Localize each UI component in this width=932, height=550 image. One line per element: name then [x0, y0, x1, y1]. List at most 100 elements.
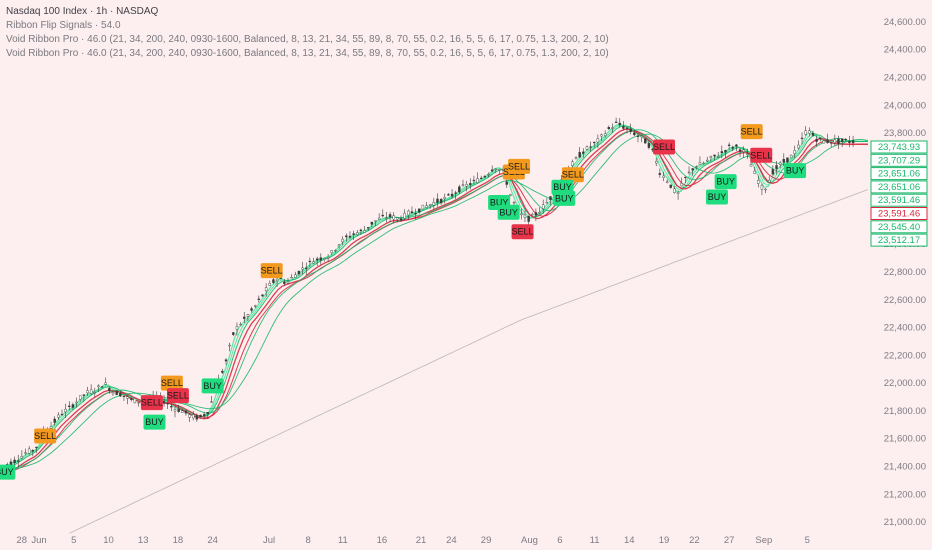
sell-signal[interactable]: SELL [161, 375, 183, 391]
price-tag: 23,545.40 [870, 220, 928, 234]
candle-body [443, 197, 446, 199]
sell-signal[interactable]: SELL [562, 167, 584, 183]
candle-body [210, 401, 213, 403]
candle-body [257, 298, 261, 300]
candle-body [458, 186, 461, 193]
candle-body [523, 214, 527, 218]
symbol-title[interactable]: Nasdaq 100 Index · 1h · NASDAQ [6, 6, 159, 17]
signal-box [508, 158, 531, 174]
candle-body [421, 204, 425, 210]
indicator-ribbon-flip-signals[interactable]: Ribbon Flip Signals · 54.0 [6, 20, 121, 31]
candle-body [418, 208, 421, 213]
price-tag-value: 23,707.29 [878, 155, 920, 166]
candle-body [68, 405, 71, 407]
price-tag-box [870, 140, 928, 154]
ribbon-bands [0, 123, 869, 475]
price-tag: 23,743.93 [870, 140, 928, 154]
candle-body [706, 159, 709, 162]
buy-signal[interactable]: BUY [0, 464, 16, 480]
candle-body [82, 394, 86, 396]
indicator-void-ribbon-pro-2[interactable]: Void Ribbon Pro · 46.0 (21, 34, 200, 240… [6, 48, 609, 59]
candle-body [541, 204, 545, 209]
signal-box [143, 414, 166, 430]
candle-body [483, 176, 487, 178]
sell-signal[interactable]: SELL [653, 139, 675, 155]
sell-signal[interactable]: SELL [261, 263, 283, 279]
candle-body [239, 323, 242, 326]
x-tick-label: 8 [305, 535, 310, 546]
candle-body [822, 140, 826, 144]
ribbon-line [0, 129, 868, 472]
candle-body [622, 126, 625, 129]
buy-signal[interactable]: BUY [705, 189, 728, 205]
candle-body [137, 402, 140, 404]
x-tick-label: Sep [755, 535, 772, 546]
candle-body [655, 161, 658, 164]
buy-signal[interactable]: BUY [784, 163, 807, 179]
buy-signal[interactable]: BUY [714, 174, 737, 190]
sell-signal[interactable]: SELL [34, 428, 56, 444]
sell-signal[interactable]: SELL [741, 124, 763, 140]
y-tick-label: 24,600.00 [884, 17, 926, 28]
candle-body [232, 332, 235, 335]
x-tick-label: Jun [31, 535, 46, 546]
candle-body [520, 213, 523, 216]
candle-body [505, 181, 508, 185]
candle-body [465, 184, 468, 187]
candle-body [837, 138, 840, 144]
candle-body [709, 155, 713, 159]
ribbon-line [0, 124, 868, 472]
buy-signal[interactable]: BUY [497, 204, 520, 220]
sell-signal[interactable]: SELL [508, 158, 531, 174]
price-tag-value: 23,743.93 [878, 142, 920, 153]
candle-body [775, 165, 778, 170]
candle-body [323, 258, 326, 260]
candle-body [275, 278, 279, 281]
signal-label: BUY [786, 166, 805, 176]
candle-body [356, 232, 359, 236]
sell-signal[interactable]: SELL [140, 395, 163, 411]
candle-body [428, 204, 432, 206]
candle-body [53, 418, 56, 423]
candle-body [290, 277, 293, 279]
signal-box [140, 395, 163, 411]
candle-body [797, 144, 800, 149]
candle-body [687, 171, 691, 174]
y-tick-label: 23,800.00 [884, 128, 926, 139]
candle-body [545, 202, 549, 204]
candle-body [374, 220, 377, 222]
price-tag-box [870, 180, 928, 194]
candle-body [432, 202, 436, 206]
candle-body [221, 370, 224, 373]
candle-body [447, 194, 450, 196]
candle-body [789, 154, 793, 159]
candle-body [768, 180, 771, 183]
x-tick-label: 21 [416, 535, 427, 546]
candle-body [104, 382, 107, 385]
indicator-void-ribbon-pro-1[interactable]: Void Ribbon Pro · 46.0 (21, 34, 200, 240… [6, 34, 609, 45]
candle-body [593, 141, 596, 144]
candle-body [352, 233, 355, 235]
sell-signal[interactable]: SELL [750, 147, 772, 163]
candle-body [804, 130, 807, 135]
candle-body [702, 162, 705, 165]
y-tick-label: 21,000.00 [884, 517, 926, 528]
x-tick-label: 6 [557, 535, 562, 546]
candle-body [407, 210, 410, 216]
sell-signal[interactable]: SELL [167, 388, 189, 404]
candle-body [396, 217, 399, 220]
signal-label: SELL [508, 161, 530, 171]
candle-body [727, 144, 731, 146]
candle-body [115, 390, 118, 395]
buy-signal[interactable]: BUY [143, 414, 166, 430]
candle-body [494, 168, 498, 170]
candle-body [195, 415, 199, 420]
buy-signal[interactable]: BUY [201, 378, 224, 394]
x-tick-label: 11 [338, 535, 348, 546]
buy-signal[interactable]: BUY [553, 190, 576, 206]
candle-body [611, 127, 614, 129]
candle-body [636, 135, 640, 137]
sell-signal[interactable]: SELL [512, 224, 534, 240]
price-axis: 24,600.00 24,400.00 24,200.00 24,000.00 23,8… [884, 17, 926, 528]
